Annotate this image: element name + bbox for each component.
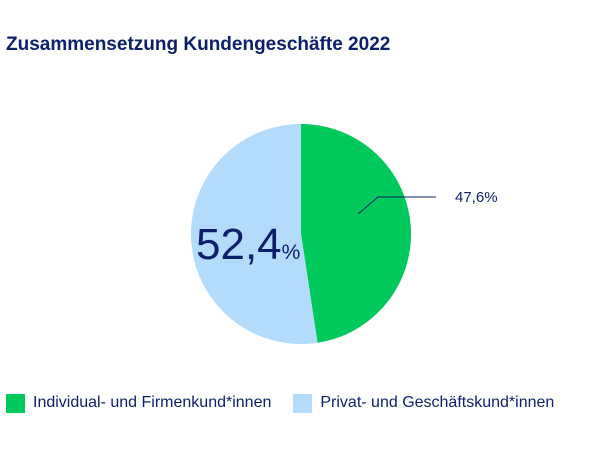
legend-item-individual-firmenkunden: Individual- und Firmenkund*innen bbox=[6, 393, 272, 413]
legend-label: Privat- und Geschäftskund*innen bbox=[320, 394, 555, 411]
legend-swatch-green bbox=[6, 393, 25, 413]
data-label: 47,6% bbox=[455, 189, 498, 206]
legend: Individual- und Firmenkund*innen Privat-… bbox=[6, 390, 599, 416]
legend-item-privat-geschaeftskunden: Privat- und Geschäftskund*innen bbox=[293, 393, 555, 413]
leader-line bbox=[357, 196, 436, 215]
legend-label: Individual- und Firmenkund*innen bbox=[33, 394, 272, 411]
chart-title: Zusammensetzung Kundengeschäfte 2022 bbox=[6, 34, 391, 55]
pie-slice bbox=[301, 124, 411, 343]
pie-slice bbox=[190, 123, 318, 345]
legend-swatch-lightblue bbox=[293, 393, 313, 413]
data-label: 52,4% bbox=[196, 220, 300, 269]
